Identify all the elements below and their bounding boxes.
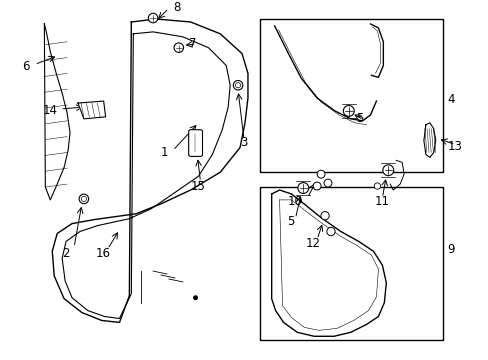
Bar xyxy=(259,19,442,172)
Circle shape xyxy=(235,83,240,88)
Text: 3: 3 xyxy=(240,136,247,149)
Text: 10: 10 xyxy=(287,195,302,208)
FancyBboxPatch shape xyxy=(188,130,202,156)
Text: 5: 5 xyxy=(355,112,362,125)
Text: 9: 9 xyxy=(447,243,454,256)
Circle shape xyxy=(233,81,243,90)
Polygon shape xyxy=(78,101,105,119)
Circle shape xyxy=(297,183,308,193)
Text: 7: 7 xyxy=(188,37,196,50)
Text: 5: 5 xyxy=(287,215,294,228)
Text: 6: 6 xyxy=(22,60,30,73)
Circle shape xyxy=(79,194,88,204)
Text: 15: 15 xyxy=(190,180,205,193)
Circle shape xyxy=(326,228,334,236)
Circle shape xyxy=(324,179,331,187)
Circle shape xyxy=(174,43,183,53)
Polygon shape xyxy=(423,123,435,157)
Text: 4: 4 xyxy=(447,93,454,105)
Text: 16: 16 xyxy=(96,247,110,260)
Circle shape xyxy=(373,183,380,189)
Text: 1: 1 xyxy=(161,146,168,159)
Circle shape xyxy=(81,196,86,202)
Text: 14: 14 xyxy=(42,104,57,117)
Text: 8: 8 xyxy=(172,1,180,14)
Text: 13: 13 xyxy=(447,140,462,153)
Text: 12: 12 xyxy=(305,237,320,250)
Circle shape xyxy=(343,105,353,116)
Circle shape xyxy=(382,165,393,176)
Bar xyxy=(259,187,442,340)
Polygon shape xyxy=(44,24,70,200)
Text: 11: 11 xyxy=(374,195,388,208)
Text: 2: 2 xyxy=(62,247,69,260)
Circle shape xyxy=(317,170,325,178)
Circle shape xyxy=(193,296,197,300)
Circle shape xyxy=(320,212,328,220)
Circle shape xyxy=(312,182,321,190)
Circle shape xyxy=(148,13,158,23)
